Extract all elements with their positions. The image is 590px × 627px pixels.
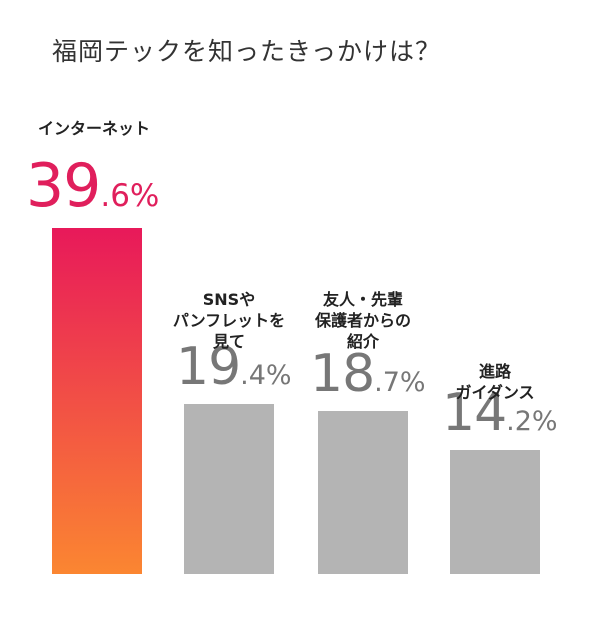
value-label-dec-3: .2% [506, 406, 558, 437]
category-label-line: 友人・先輩 [322, 290, 403, 309]
category-label-line: パンフレットを [172, 311, 286, 330]
value-label-dec-0: .6% [100, 178, 160, 214]
value-label-int-1: 19 [176, 337, 241, 397]
bar-0 [52, 228, 142, 574]
category-label-line: 進路 [478, 362, 511, 381]
category-label-line: 紹介 [346, 332, 379, 351]
value-label-dec-2: .7% [374, 367, 426, 398]
category-label-line: ガイダンス [455, 383, 535, 402]
value-label-1: 19.4% [176, 341, 292, 393]
bar-3 [450, 450, 540, 574]
category-label-line: SNSや [202, 290, 256, 309]
category-label-line: インターネット [38, 119, 151, 138]
value-label-int-3: 14 [442, 383, 507, 443]
category-label-3: 進路 ガイダンス [425, 361, 565, 403]
value-label-0: 39.6% [26, 156, 159, 216]
category-label-2: 友人・先輩保護者からの 紹介 [293, 289, 433, 352]
value-label-int-2: 18 [310, 344, 375, 404]
category-label-line: 見て [212, 332, 245, 351]
category-label-0: インターネット [38, 118, 150, 139]
bar-2 [318, 411, 408, 574]
value-label-2: 18.7% [310, 348, 426, 400]
value-label-int-0: 39 [26, 151, 101, 221]
value-label-3: 14.2% [442, 387, 558, 439]
bar-1 [184, 404, 274, 574]
value-label-dec-1: .4% [240, 360, 292, 391]
category-label-line: 保護者からの [314, 311, 411, 330]
page-title: 福岡テックを知ったきっかけは？ [52, 37, 442, 66]
category-label-1: SNSやパンフレットを 見て [159, 289, 299, 352]
